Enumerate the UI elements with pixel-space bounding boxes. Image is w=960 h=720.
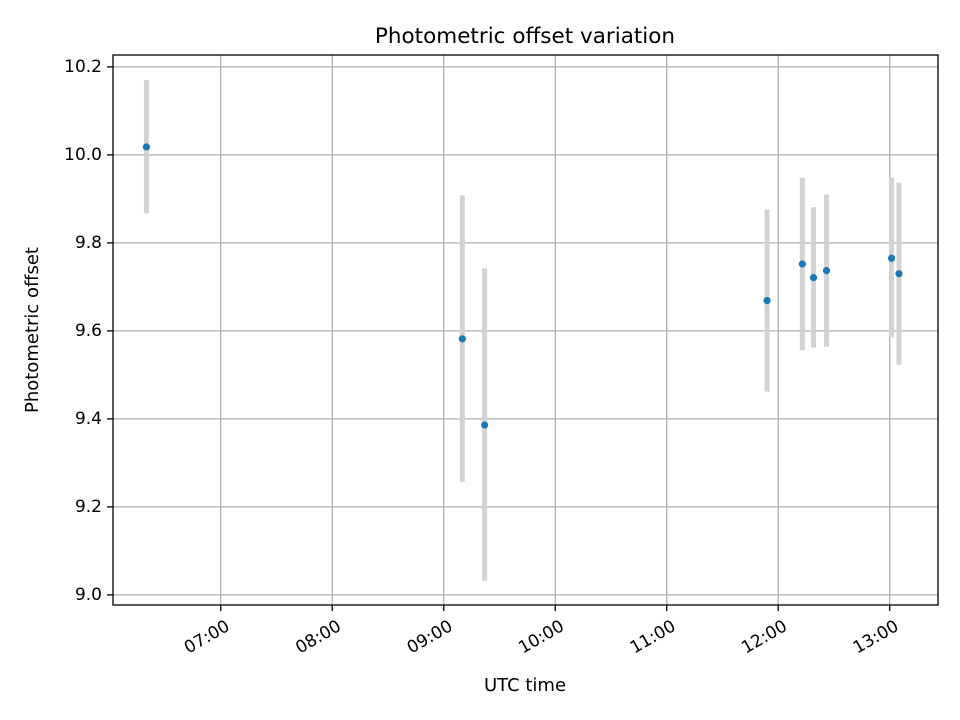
y-axis-label: Photometric offset [22, 247, 43, 413]
data-point [798, 260, 806, 268]
data-point [895, 270, 903, 278]
data-point [142, 143, 151, 151]
y-tick-label: 10.0 [64, 145, 102, 165]
y-axis-ticks: 9.0 9.2 9.4 9.6 9.8 10.0 10.2 [64, 57, 113, 605]
data-points [142, 143, 903, 429]
data-point [763, 296, 771, 305]
chart-title: Photometric offset variation [375, 24, 675, 49]
y-tick-label: 10.2 [64, 57, 102, 77]
y-tick-label: 9.2 [75, 497, 102, 517]
data-point [822, 267, 831, 275]
y-tick-label: 9.6 [75, 321, 102, 341]
plot-frame [112, 54, 939, 606]
y-tick-label: 9.4 [75, 409, 102, 429]
y-tick-label: 9.0 [75, 585, 102, 605]
data-point [809, 274, 818, 282]
data-point [481, 421, 489, 429]
data-point [458, 335, 466, 343]
data-point [887, 254, 896, 262]
y-tick-label: 9.8 [75, 233, 102, 253]
x-axis-label: UTC time [484, 675, 566, 696]
